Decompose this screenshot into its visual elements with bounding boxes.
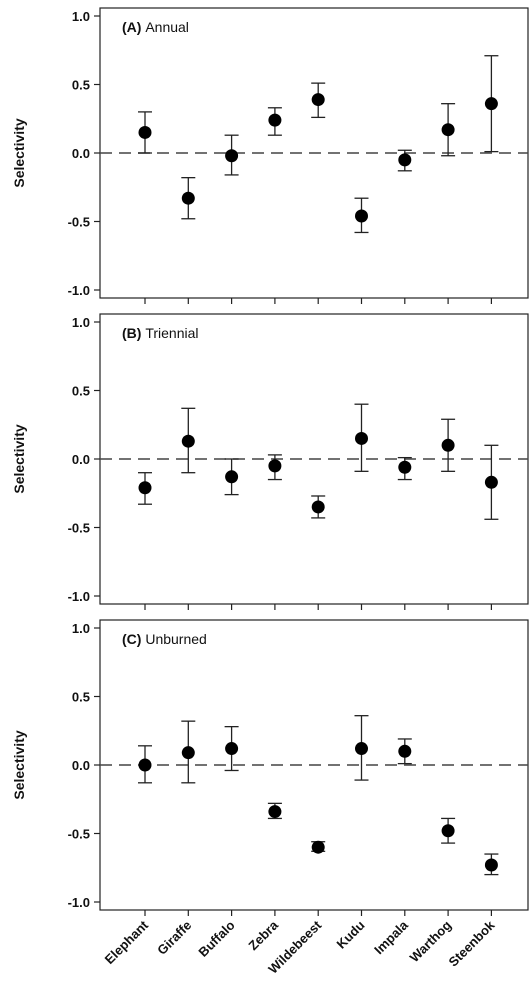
panel-label: (C) Unburned	[122, 631, 207, 647]
point-elephant	[138, 125, 152, 139]
point-warthog	[441, 438, 455, 452]
point-steenbok	[484, 858, 498, 872]
point-giraffe	[181, 434, 195, 448]
point-impala	[398, 744, 412, 758]
point-giraffe	[181, 191, 195, 205]
y-axis-title: Selectivity	[11, 424, 27, 493]
point-zebra	[268, 805, 282, 819]
y-tick-label: 1.0	[72, 621, 90, 636]
panel-triennial: -1.0 -0.5 0.0 0.5 1.0 Selectivity (B) Triennia…	[11, 313, 529, 610]
point-zebra	[268, 459, 282, 473]
point-elephant	[138, 758, 152, 772]
y-tick-label: 0.5	[72, 78, 90, 93]
point-steenbok	[484, 97, 498, 111]
point-warthog	[441, 824, 455, 838]
point-wildebeest	[311, 93, 325, 107]
point-impala	[398, 460, 412, 474]
y-axis-title: Selectivity	[11, 118, 27, 187]
y-tick-label: -1.0	[68, 283, 90, 298]
point-steenbok	[484, 475, 498, 489]
point-warthog	[441, 123, 455, 137]
y-axis-title: Selectivity	[11, 730, 27, 799]
y-tick-label: 1.0	[72, 315, 90, 330]
panel-unburned: -1.0 -0.5 0.0 0.5 1.0 Selectivity (C) Unburned…	[11, 619, 529, 977]
point-giraffe	[181, 746, 195, 760]
point-zebra	[268, 113, 282, 127]
point-kudu	[355, 742, 368, 756]
x-category-label-kudu: Kudu	[334, 917, 368, 951]
panel-annual: -1.0 -0.5 0.0 0.5 1.0 Selectivity (A) Annual	[11, 7, 529, 304]
y-tick-label: 0.0	[72, 452, 90, 467]
point-wildebeest	[311, 500, 325, 514]
x-category-label-giraffe: Giraffe	[154, 918, 194, 958]
point-kudu	[355, 209, 368, 223]
panel-label: (B) Triennial	[122, 325, 199, 341]
point-wildebeest	[311, 840, 325, 854]
y-tick-label: 0.0	[72, 758, 90, 773]
y-tick-label: 1.0	[72, 9, 90, 24]
x-category-label-elephant: Elephant	[102, 917, 152, 967]
point-buffalo	[225, 149, 239, 163]
x-category-label-zebra: Zebra	[245, 917, 281, 953]
y-tick-label: 0.5	[72, 384, 90, 399]
y-tick-label: -1.0	[68, 589, 90, 604]
y-tick-label: -0.5	[68, 827, 90, 842]
y-tick-label: 0.5	[72, 690, 90, 705]
x-category-label-buffalo: Buffalo	[195, 917, 237, 959]
point-kudu	[355, 431, 368, 445]
y-tick-label: 0.0	[72, 146, 90, 161]
panel-label: (A) Annual	[122, 19, 189, 35]
y-tick-label: -0.5	[68, 215, 90, 230]
point-buffalo	[225, 470, 239, 484]
x-category-label-steenbok: Steenbok	[446, 917, 499, 970]
point-buffalo	[225, 742, 239, 756]
point-impala	[398, 153, 412, 167]
y-tick-label: -0.5	[68, 521, 90, 536]
point-elephant	[138, 481, 152, 495]
x-category-label-impala: Impala	[371, 917, 411, 957]
y-tick-label: -1.0	[68, 895, 90, 910]
